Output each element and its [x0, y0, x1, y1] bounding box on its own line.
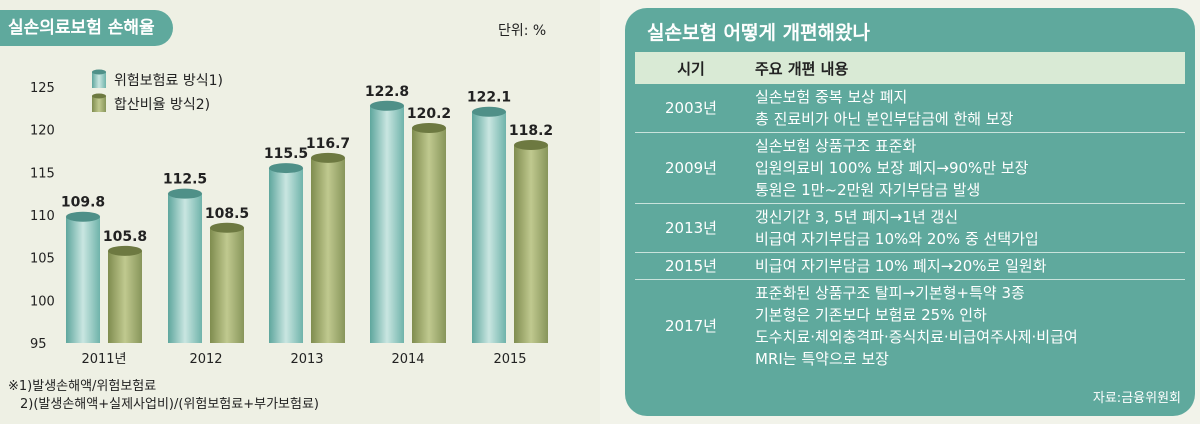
bar — [370, 105, 404, 343]
legend-swatch-cap — [92, 69, 106, 75]
bar — [472, 111, 506, 343]
bar — [66, 216, 100, 343]
header-content: 주요 개편 내용 — [747, 52, 1185, 84]
y-tick-label: 105 — [30, 252, 55, 267]
y-tick-label: 100 — [30, 294, 55, 309]
reform-item: 통원은 1만~2만원 자기부담금 발생 — [755, 181, 981, 199]
y-tick-label: 110 — [30, 209, 55, 224]
data-label: 108.5 — [205, 206, 249, 222]
chart-title: 실손의료보험 손해율 — [0, 10, 173, 46]
reform-table: 시기 주요 개편 내용 2003년 실손보험 중복 보상 폐지 총 진료비가 아닌 … — [635, 52, 1185, 372]
bar — [514, 145, 548, 343]
reform-item: 비급여 자기부담금 10%와 20% 중 선택가입 — [755, 230, 1039, 248]
legend-label: 합산비율 방식2) — [114, 97, 210, 113]
data-label: 122.8 — [365, 84, 409, 100]
bar-cap — [168, 188, 202, 199]
bar — [311, 157, 345, 343]
data-label: 120.2 — [407, 106, 451, 122]
bar — [269, 168, 303, 343]
bar-cap — [311, 152, 345, 163]
row-year: 2003년 — [635, 84, 747, 133]
footnote-1: ※1)발생손해액/위험보험료 — [8, 379, 157, 394]
reform-item: 표준화된 상품구조 탈피→기본형+특약 3종 — [755, 284, 1025, 302]
legend-swatch — [92, 96, 106, 112]
row-year: 2009년 — [635, 132, 747, 204]
y-tick-label: 95 — [30, 337, 47, 352]
row-year: 2017년 — [665, 317, 717, 335]
data-label: 116.7 — [306, 136, 350, 152]
footnote-2: 2)(발생손해액+실제사업비)/(위험보험료+부가보험료) — [20, 397, 319, 412]
row-content: 비급여 자기부담금 10% 폐지→20%로 일원화 — [747, 252, 1185, 280]
legend-label: 위험보험료 방식1) — [114, 73, 223, 89]
table-header-row: 시기 주요 개편 내용 — [635, 52, 1185, 84]
reform-item: 기본형은 기존보다 보험료 25% 인하 — [755, 306, 987, 324]
data-label: 105.8 — [103, 229, 147, 245]
data-label: 115.5 — [264, 146, 308, 162]
bar — [168, 193, 202, 343]
bar-cap — [210, 222, 244, 233]
reform-history-panel: 실손보험 어떻게 개편해왔나 시기 주요 개편 내용 2003년 실손보험 중복 … — [625, 8, 1195, 416]
reform-item: 비급여 자기부담금 10% 폐지→20%로 일원화 — [755, 257, 1047, 275]
x-tick-label: 2012 — [189, 352, 222, 367]
legend-swatch — [92, 72, 106, 88]
unit-label: 단위: % — [498, 23, 547, 39]
table-row: 2003년 실손보험 중복 보상 폐지 총 진료비가 아닌 본인부담금에 한해 보장 — [635, 84, 1185, 133]
reform-item: 총 진료비가 아닌 본인부담금에 한해 보장 — [755, 110, 1014, 128]
x-tick-label: 2014 — [391, 352, 424, 367]
source-label: 자료:금융위원회 — [1092, 391, 1181, 406]
bar-cap — [514, 140, 548, 151]
chart-panel: 실손의료보험 손해율 단위: % 95 100 105 110 115 120 125 109… — [0, 10, 554, 412]
reform-item: 도수치료·체외충격파·증식치료·비급여주사제·비급여 — [755, 328, 1078, 346]
data-label: 109.8 — [61, 195, 105, 211]
bar-cap — [412, 122, 446, 133]
reform-panel-title: 실손보험 어떻게 개편해왔나 — [647, 22, 870, 44]
y-tick-label: 115 — [30, 166, 55, 181]
reform-item: MRI는 특약으로 보장 — [755, 350, 889, 368]
header-period: 시기 — [635, 52, 747, 84]
row-year: 2015년 — [635, 252, 747, 280]
bar — [108, 250, 142, 343]
bar-cap — [269, 163, 303, 174]
bar-cap — [472, 106, 506, 117]
bar-cap — [108, 245, 142, 256]
reform-item: 실손보험 상품구조 표준화 — [755, 137, 917, 155]
table-row: 2013년 갱신기간 3, 5년 폐지→1년 갱신 비급여 자기부담금 10%와 2… — [635, 203, 1185, 253]
row-year: 2013년 — [635, 203, 747, 253]
x-tick-label: 2015 — [493, 352, 526, 367]
data-label: 122.1 — [467, 90, 511, 106]
y-tick-label: 120 — [30, 124, 55, 139]
bar-cap — [66, 211, 100, 222]
x-tick-label: 2013 — [290, 352, 323, 367]
bar — [412, 127, 446, 344]
bar-cap — [370, 100, 404, 111]
x-tick-label: 2011년 — [81, 352, 126, 367]
reform-item: 갱신기간 3, 5년 폐지→1년 갱신 — [755, 208, 959, 226]
table-row: 2015년 비급여 자기부담금 10% 폐지→20%로 일원화 — [635, 252, 1185, 280]
table-row: 2009년 실손보험 상품구조 표준화 입원의료비 100% 보장 폐지→90%만 … — [635, 132, 1185, 204]
bar — [210, 227, 244, 343]
legend-swatch-cap — [92, 93, 106, 99]
loss-ratio-chart: 95 100 105 110 115 120 125 109.8 112.5 115.5 122.8… — [30, 69, 553, 367]
data-label: 112.5 — [163, 172, 207, 188]
data-label: 118.2 — [509, 123, 553, 139]
y-tick-label: 125 — [30, 81, 55, 96]
reform-item: 실손보험 중복 보상 폐지 — [755, 88, 908, 106]
reform-item: 입원의료비 100% 보장 폐지→90%만 보장 — [755, 159, 1029, 177]
